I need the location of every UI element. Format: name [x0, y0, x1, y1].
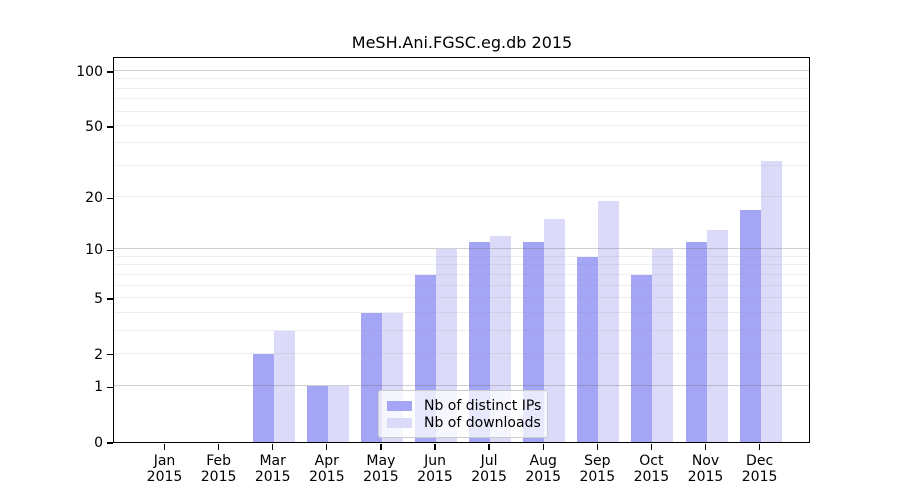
x-tick-label-sep: Sep 2015 — [562, 453, 632, 485]
bars-layer — [114, 58, 809, 442]
y-tick-label-50: 50 — [85, 118, 103, 135]
bar-downloads-sep — [598, 201, 620, 442]
bar-downloads-oct — [652, 249, 674, 442]
x-tick-nov — [704, 444, 707, 450]
x-tick-year: 2015 — [417, 469, 453, 485]
y-tick-label-0: 0 — [94, 435, 103, 451]
x-tick-aug — [542, 444, 544, 450]
x-tick-label-may: May 2015 — [346, 453, 416, 485]
legend-item-distinct-ips: Nb of distinct IPs — [387, 398, 542, 414]
x-tick-label-apr: Apr 2015 — [292, 453, 362, 485]
y-tick-label-10: 10 — [85, 242, 103, 259]
x-tick-jun — [434, 444, 436, 450]
bar-downloads-apr — [327, 386, 349, 442]
bar-ips-oct — [631, 274, 653, 442]
y-tick-2 — [107, 354, 113, 356]
x-tick-mar — [272, 444, 274, 450]
x-tick-year: 2015 — [254, 469, 291, 485]
x-tick-label-jun: Jun 2015 — [400, 453, 470, 485]
x-tick-oct — [650, 444, 653, 450]
legend-item-downloads: Nb of downloads — [387, 415, 541, 431]
bar-downloads-aug — [544, 219, 566, 442]
x-tick-year: 2015 — [579, 469, 616, 485]
y-tick-label-100: 100 — [76, 63, 103, 80]
y-tick-50 — [107, 126, 113, 128]
x-tick-year: 2015 — [741, 469, 778, 485]
x-tick-year: 2015 — [363, 469, 399, 485]
y-tick-label-2: 2 — [94, 346, 103, 363]
bar-ips-dec — [739, 209, 761, 442]
x-tick-jul — [488, 444, 490, 450]
bar-ips-sep — [577, 256, 599, 442]
bar-downloads-dec — [760, 160, 782, 442]
bar-ips-may — [360, 312, 382, 442]
x-tick-label-feb: Feb 2015 — [184, 453, 254, 485]
x-tick-apr — [326, 444, 328, 450]
legend-label-distinct-ips: Nb of distinct IPs — [424, 398, 542, 414]
x-tick-may — [380, 444, 382, 450]
x-tick-year: 2015 — [308, 469, 345, 485]
x-tick-year: 2015 — [687, 469, 724, 485]
y-tick-0 — [107, 442, 113, 444]
x-tick-label-dec: Dec 2015 — [725, 453, 795, 485]
bar-ips-apr — [306, 386, 328, 442]
y-tick-10 — [107, 249, 113, 251]
x-tick-feb — [217, 444, 220, 450]
x-tick-label-nov: Nov 2015 — [671, 453, 741, 485]
x-tick-label-aug: Aug 2015 — [508, 453, 578, 485]
x-tick-label-mar: Mar 2015 — [238, 453, 308, 485]
y-tick-label-5: 5 — [94, 290, 103, 307]
bar-downloads-nov — [706, 229, 728, 442]
x-tick-year: 2015 — [146, 469, 183, 485]
legend-label-downloads: Nb of downloads — [424, 415, 541, 431]
y-tick-label-1: 1 — [94, 379, 103, 396]
bar-downloads-mar — [273, 330, 295, 442]
plot-area — [113, 57, 810, 443]
x-tick-year: 2015 — [471, 469, 507, 485]
legend-swatch-downloads — [387, 418, 412, 428]
x-tick-sep — [596, 444, 598, 450]
legend-swatch-distinct-ips — [387, 401, 412, 411]
bar-ips-mar — [252, 353, 274, 442]
x-tick-year: 2015 — [633, 469, 670, 485]
x-tick-label-jan: Jan 2015 — [130, 453, 200, 485]
x-tick-label-oct: Oct 2015 — [616, 453, 686, 485]
bar-ips-nov — [685, 242, 707, 442]
x-tick-jan — [163, 444, 166, 450]
chart-title: MeSH.Ani.FGSC.eg.db 2015 — [351, 33, 573, 52]
y-tick-100 — [107, 71, 113, 73]
y-tick-20 — [107, 197, 113, 199]
x-tick-year: 2015 — [200, 469, 237, 485]
x-tick-year: 2015 — [525, 469, 561, 485]
x-tick-label-jul: Jul 2015 — [454, 453, 524, 485]
y-tick-5 — [107, 298, 113, 300]
legend: Nb of distinct IPs Nb of downloads — [378, 390, 548, 438]
y-tick-label-20: 20 — [85, 190, 103, 207]
x-tick-dec — [758, 444, 761, 450]
y-tick-1 — [107, 386, 113, 388]
